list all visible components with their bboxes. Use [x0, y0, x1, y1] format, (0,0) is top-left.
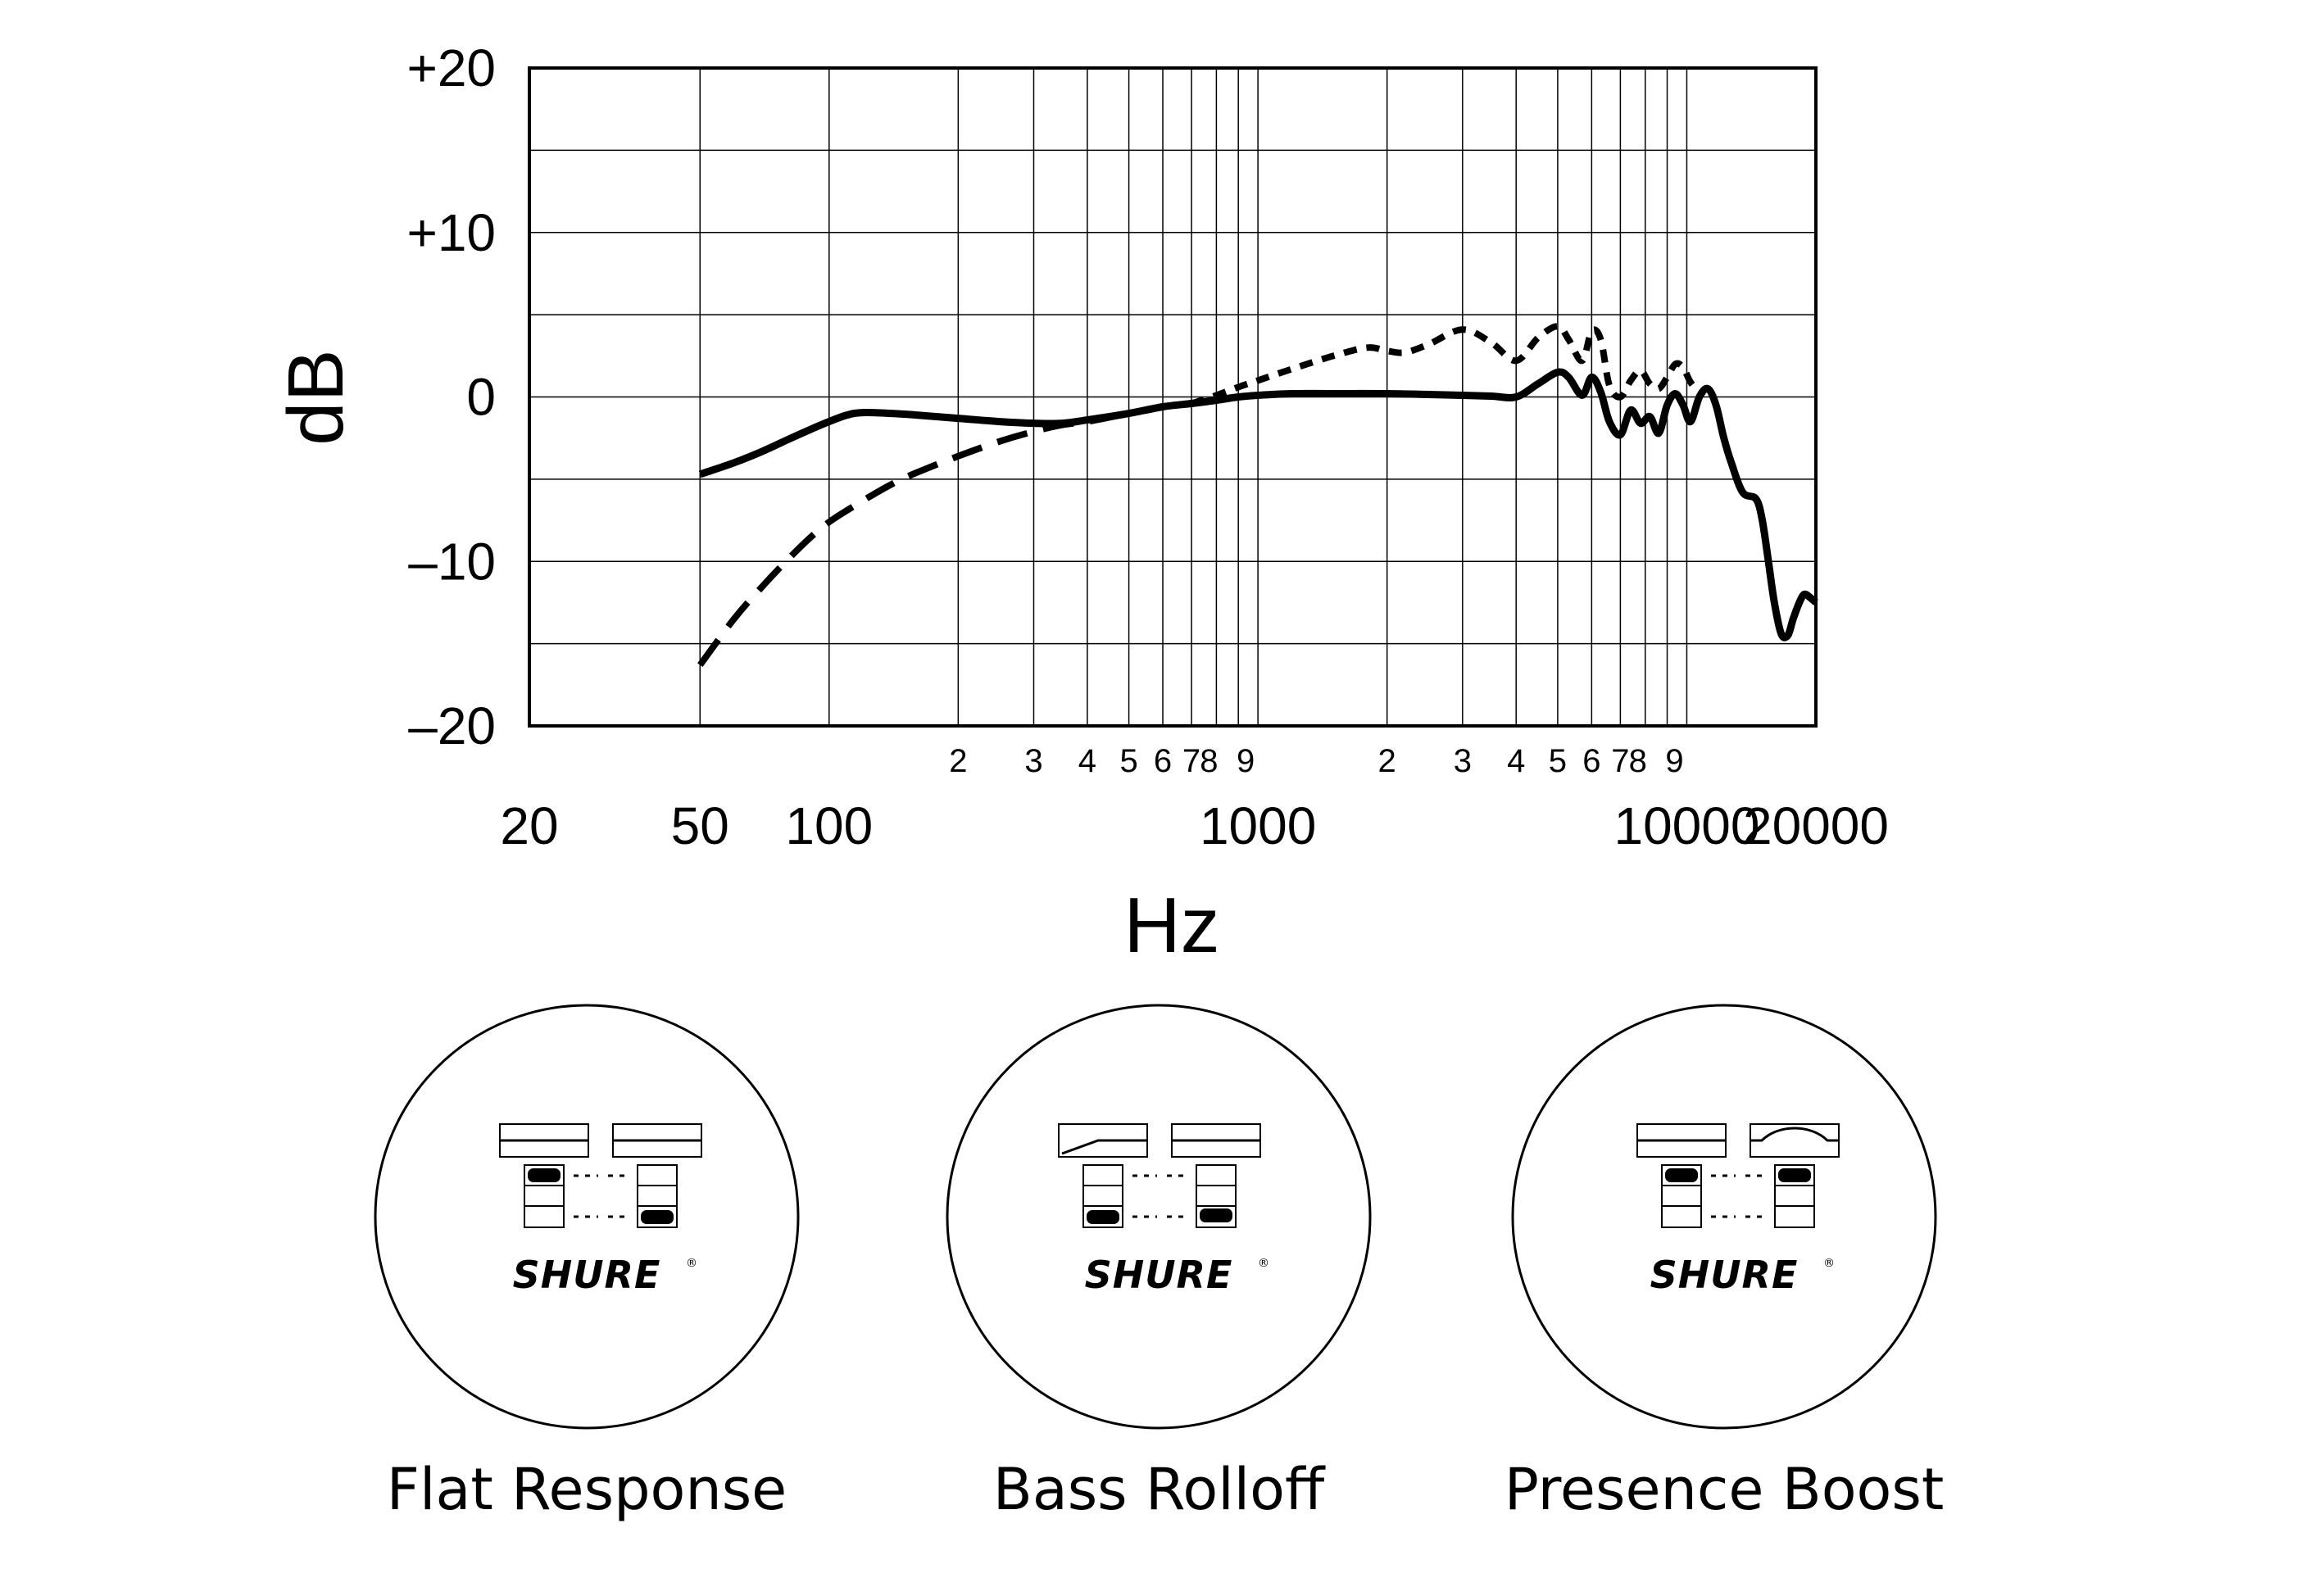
x-major-tick-label: 100	[785, 796, 873, 855]
x-minor-tick-label: 5	[1119, 743, 1137, 779]
x-axis-title: Hz	[1123, 882, 1219, 969]
plot-frame	[528, 66, 1818, 728]
x-minor-tick-label: 8	[1200, 743, 1218, 779]
shure-logo: SHURE	[513, 1253, 661, 1297]
chart-series	[697, 323, 1818, 668]
y-tick-label: –20	[408, 696, 496, 755]
x-minor-tick-label: 9	[1665, 743, 1683, 779]
x-minor-tick-label: 4	[1507, 743, 1525, 779]
x-minor-tick-label: 4	[1078, 743, 1096, 779]
x-minor-tick-label: 2	[949, 743, 967, 779]
setting-presence-boost: SHURE ® Presence Boost	[1504, 1004, 1945, 1523]
x-major-tick-label: 20	[500, 796, 558, 855]
x-major-tick-label: 10000	[1613, 796, 1759, 855]
left-switch-knob	[1665, 1168, 1698, 1182]
switch-graphic	[524, 1164, 678, 1228]
presence-curve	[1750, 1127, 1839, 1142]
response-graphic	[1058, 1123, 1261, 1158]
x-minor-tick-label: 2	[1378, 743, 1396, 779]
y-tick-label: –10	[408, 532, 496, 591]
setting-label: Presence Boost	[1504, 1456, 1945, 1523]
registered-mark: ®	[1823, 1257, 1835, 1270]
left-switch-knob	[528, 1168, 560, 1182]
low-cut-curve	[1061, 1139, 1147, 1155]
x-minor-tick-label: 7	[1611, 743, 1629, 779]
y-tick-labels: +20 +10 0 –10 –20	[406, 39, 496, 755]
x-minor-tick-label: 9	[1237, 743, 1255, 779]
x-minor-tick-label: 3	[1454, 743, 1472, 779]
x-minor-tick-label: 5	[1549, 743, 1567, 779]
switch-graphic	[1661, 1164, 1815, 1228]
y-tick-label: 0	[466, 368, 496, 427]
x-major-tick-label: 20000	[1743, 796, 1889, 855]
y-tick-label: +10	[406, 203, 496, 262]
y-tick-label: +20	[406, 39, 496, 97]
y-axis-title: dB	[272, 349, 360, 445]
setting-label: Bass Rolloff	[993, 1456, 1326, 1523]
mic-switch-plate	[946, 1004, 1372, 1430]
x-minor-tick-label: 6	[1154, 743, 1172, 779]
right-switch-knob	[1200, 1208, 1232, 1222]
x-major-tick-label: 50	[671, 796, 729, 855]
x-minor-tick-label: 3	[1024, 743, 1042, 779]
response-graphic	[1636, 1123, 1840, 1158]
setting-bass-rolloff: SHURE ® Bass Rolloff	[946, 1004, 1372, 1523]
response-graphic	[499, 1123, 702, 1158]
series-line-dashed	[697, 392, 1259, 668]
presence-indicator	[1750, 1123, 1840, 1158]
shure-logo: SHURE	[1085, 1253, 1233, 1297]
series-line-solid	[698, 368, 1818, 642]
switch-graphic	[1082, 1164, 1237, 1228]
x-minor-tick-label: 6	[1582, 743, 1600, 779]
registered-mark: ®	[1258, 1257, 1269, 1270]
right-switch-knob	[641, 1210, 674, 1224]
series-line-dotted	[1190, 323, 1702, 407]
setting-flat-response: SHURE ® Flat Response	[374, 1004, 800, 1523]
left-switch-knob	[1087, 1210, 1119, 1224]
shure-logo: SHURE	[1650, 1253, 1799, 1297]
x-minor-tick-label: 8	[1629, 743, 1647, 779]
x-major-tick-label: 1000	[1200, 796, 1316, 855]
registered-mark: ®	[686, 1257, 697, 1270]
setting-label: Flat Response	[387, 1456, 787, 1523]
right-switch-knob	[1778, 1168, 1811, 1182]
x-minor-tick-label: 7	[1182, 743, 1200, 779]
